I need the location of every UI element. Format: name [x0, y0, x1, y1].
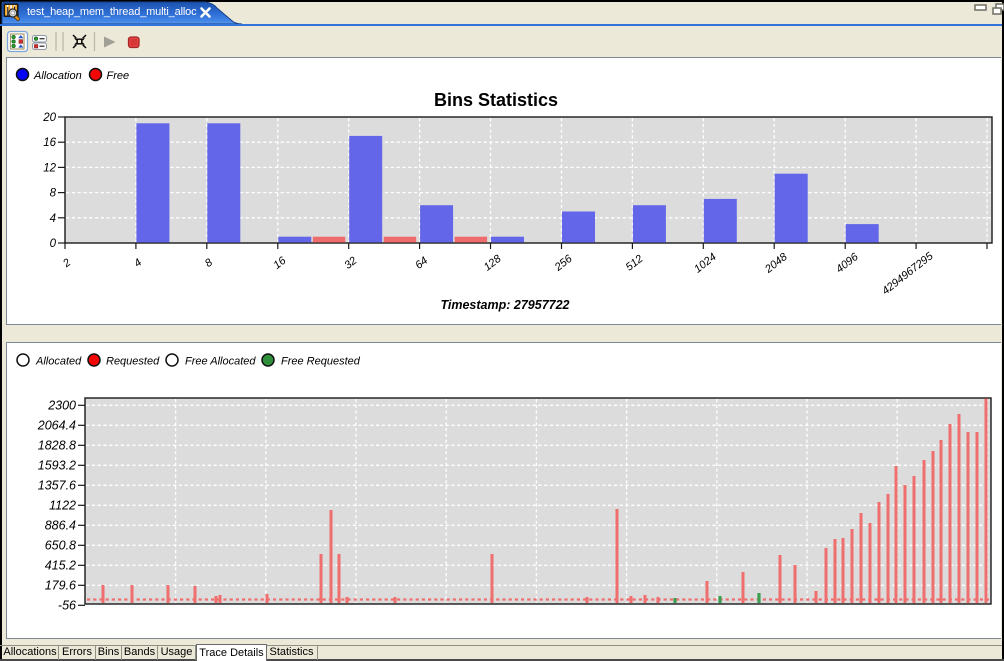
svg-text:Free Allocated: Free Allocated	[185, 356, 256, 368]
svg-text:4: 4	[132, 257, 144, 270]
svg-text:1828.8: 1828.8	[38, 438, 76, 452]
svg-text:256: 256	[552, 252, 575, 274]
svg-text:2048: 2048	[762, 250, 790, 276]
svg-text:Allocation: Allocation	[33, 70, 82, 82]
svg-text:Allocated: Allocated	[35, 356, 82, 368]
svg-text:4: 4	[50, 213, 56, 225]
svg-text:20: 20	[42, 112, 56, 124]
svg-text:1122: 1122	[49, 498, 76, 512]
svg-text:2064.4: 2064.4	[37, 418, 76, 432]
svg-text:1024: 1024	[692, 251, 719, 276]
svg-text:64: 64	[413, 255, 430, 272]
svg-text:4096: 4096	[834, 250, 861, 275]
svg-text:179.6: 179.6	[45, 578, 76, 592]
svg-text:32: 32	[342, 255, 359, 272]
svg-text:Bins Statistics: Bins Statistics	[434, 90, 558, 110]
svg-text:2300: 2300	[47, 398, 76, 412]
svg-text:0: 0	[50, 238, 57, 250]
svg-text:16: 16	[43, 137, 56, 149]
svg-text:Timestamp: 27957722: Timestamp: 27957722	[440, 298, 569, 312]
svg-text:Requested: Requested	[106, 356, 160, 368]
svg-text:8: 8	[50, 188, 57, 200]
svg-text:Free: Free	[107, 70, 130, 82]
svg-text:4294967295: 4294967295	[880, 250, 936, 298]
svg-text:16: 16	[271, 254, 289, 272]
svg-text:1593.2: 1593.2	[38, 458, 76, 472]
svg-text:128: 128	[482, 252, 505, 273]
svg-text:1357.6: 1357.6	[38, 478, 76, 492]
svg-text:650.8: 650.8	[45, 538, 76, 552]
svg-text:415.2: 415.2	[45, 558, 76, 572]
svg-text:12: 12	[43, 162, 56, 174]
svg-text:8: 8	[203, 256, 216, 270]
svg-text:886.4: 886.4	[45, 518, 76, 532]
svg-text:512: 512	[624, 253, 646, 274]
svg-text:-56: -56	[58, 598, 76, 612]
svg-text:2: 2	[60, 257, 73, 271]
svg-text:Free Requested: Free Requested	[281, 356, 361, 368]
